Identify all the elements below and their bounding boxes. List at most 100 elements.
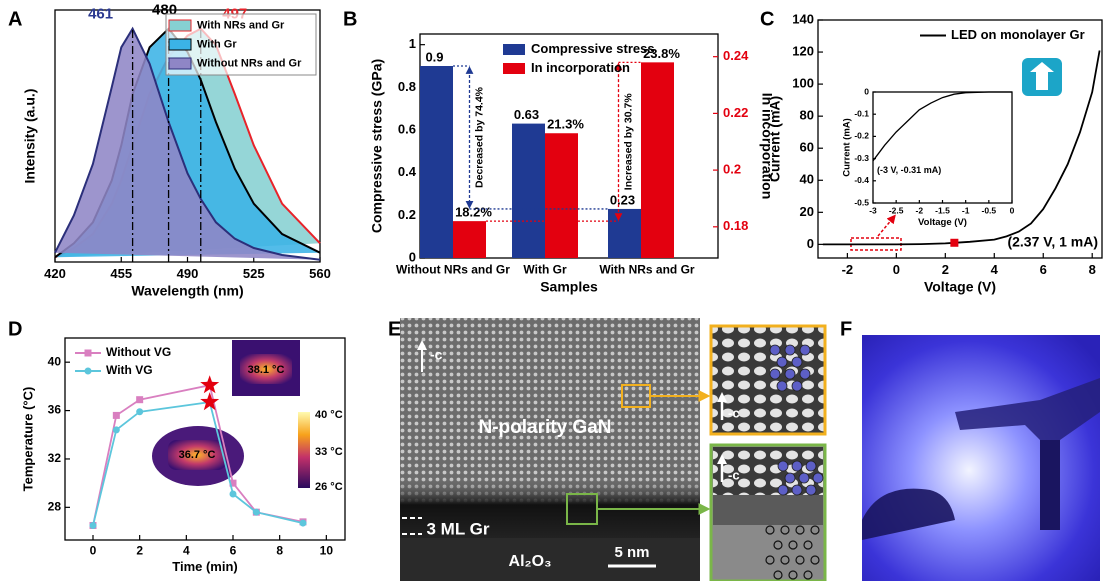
legend-label: With NRs and Gr — [197, 19, 285, 31]
led-photo — [862, 335, 1100, 581]
x-axis-label: Voltage (V) — [918, 217, 967, 228]
legend-marker — [85, 368, 92, 375]
x-tick-label: 4 — [991, 262, 999, 277]
x-tick-label: 420 — [44, 266, 66, 281]
x-axis-label: Time (min) — [172, 559, 238, 574]
legend-swatch — [169, 58, 191, 69]
colorbar-label: 33 °C — [315, 446, 343, 458]
panel-letter: D — [8, 318, 22, 340]
point — [230, 491, 237, 498]
legend-label: LED on monolayer Gr — [951, 27, 1085, 42]
legend-swatch — [503, 63, 525, 74]
colorbar — [298, 412, 310, 488]
value-label: 0.63 — [514, 107, 539, 122]
point — [136, 408, 143, 415]
x-tick-label: 6 — [230, 544, 237, 558]
point — [113, 412, 120, 419]
y-tick-label: 0 — [807, 236, 814, 251]
highlight-point — [950, 239, 958, 247]
value-label: 21.3% — [547, 117, 584, 132]
y-tick-label: 120 — [792, 43, 814, 58]
bar — [420, 66, 453, 258]
x-tick-label: Without NRs and Gr — [396, 263, 510, 277]
polarity-label: -c — [728, 405, 740, 420]
y-tick-label: 0.8 — [398, 79, 416, 94]
x-tick-label: 4 — [183, 544, 190, 558]
y2-tick-label: 0.18 — [723, 218, 748, 233]
x-tick-label: -2 — [842, 262, 854, 277]
x-axis-label: Voltage (V) — [924, 279, 996, 295]
y-tick-label: 140 — [792, 11, 814, 26]
thermal-image: 36.7 °C — [152, 426, 244, 486]
colorbar-label: 40 °C — [315, 409, 343, 421]
x-tick-label: 8 — [1089, 262, 1096, 277]
point — [136, 396, 143, 403]
bar — [641, 62, 674, 258]
y-tick-label: -0.2 — [854, 131, 869, 141]
legend-label: Without NRs and Gr — [197, 57, 302, 69]
y-tick-label: 1 — [409, 36, 416, 51]
y2-tick-label: 0.2 — [723, 162, 741, 177]
y-tick-label: 36 — [48, 403, 62, 417]
x-tick-label: 8 — [276, 544, 283, 558]
polarity-label: -c — [728, 467, 740, 482]
legend-label: In incorporation — [531, 60, 630, 75]
legend-swatch — [503, 44, 525, 55]
y-tick-label: 28 — [48, 500, 62, 514]
legend-marker — [85, 350, 92, 357]
x-tick-label: -1 — [962, 205, 970, 215]
x-tick-label: -1.5 — [935, 205, 950, 215]
polarity-label: -c — [430, 347, 443, 363]
x-tick-label: 525 — [243, 266, 265, 281]
point — [90, 522, 97, 529]
legend-label: Compressive stress — [531, 41, 655, 56]
legend-label: Without VG — [106, 345, 171, 359]
y-axis-label: Current (mA) — [842, 118, 853, 177]
x-tick-label: With NRs and Gr — [599, 263, 695, 277]
micrograph: -c N-polarity GaN 3 ML Gr Al₂O₃ 5 nm — [400, 318, 708, 581]
y-tick-label: -0.3 — [854, 153, 869, 163]
panel-letter: B — [343, 8, 357, 30]
value-label: 0.23 — [610, 192, 635, 207]
legend-label: With Gr — [197, 38, 237, 50]
panel-letter: C — [760, 8, 774, 30]
colorbar-label: 26 °C — [315, 481, 343, 493]
x-tick-label: -2 — [916, 205, 924, 215]
app-icon — [1022, 58, 1062, 96]
y-tick-label: -0.5 — [854, 197, 869, 207]
y-tick-label: 40 — [48, 354, 62, 368]
zoom-arrow — [878, 218, 893, 236]
x-tick-label: 2 — [136, 544, 143, 558]
interface-label: 3 ML Gr — [427, 519, 490, 538]
x-tick-label: 0 — [90, 544, 97, 558]
value-label: 0.9 — [425, 49, 443, 64]
x-tick-label: 455 — [110, 266, 132, 281]
bar — [453, 221, 486, 258]
plot-frame — [873, 92, 1012, 203]
micrograph-inset: -c — [711, 326, 825, 434]
y2-tick-label: 0.22 — [723, 105, 748, 120]
substrate-label: Al₂O₃ — [509, 553, 552, 570]
y-tick-label: 80 — [800, 108, 814, 123]
micrograph-inset: -c — [711, 445, 825, 581]
x-tick-label: -2.5 — [889, 205, 904, 215]
y-tick-label: 60 — [800, 140, 814, 155]
highlight-star — [200, 375, 219, 393]
y2-tick-label: 0.24 — [723, 48, 749, 63]
annotation: (-3 V, -0.31 mA) — [877, 165, 941, 175]
bar — [512, 124, 545, 258]
change-label: Increased by 30.7% — [622, 93, 634, 191]
y-tick-label: 0.4 — [398, 164, 417, 179]
y-tick-label: 20 — [800, 204, 814, 219]
scale-bar-label: 5 nm — [614, 544, 649, 561]
thermal-label: 36.7 °C — [179, 449, 216, 461]
legend-swatch — [169, 20, 191, 31]
x-tick-label: -3 — [869, 205, 877, 215]
value-label: 18.2% — [455, 205, 492, 220]
panel-letter: A — [8, 8, 22, 30]
y-tick-label: 32 — [48, 451, 62, 465]
x-axis-label: Samples — [540, 279, 598, 295]
material-label: N-polarity GaN — [478, 417, 611, 438]
y-tick-label: 0.2 — [398, 207, 416, 222]
x-tick-label: 2 — [942, 262, 949, 277]
